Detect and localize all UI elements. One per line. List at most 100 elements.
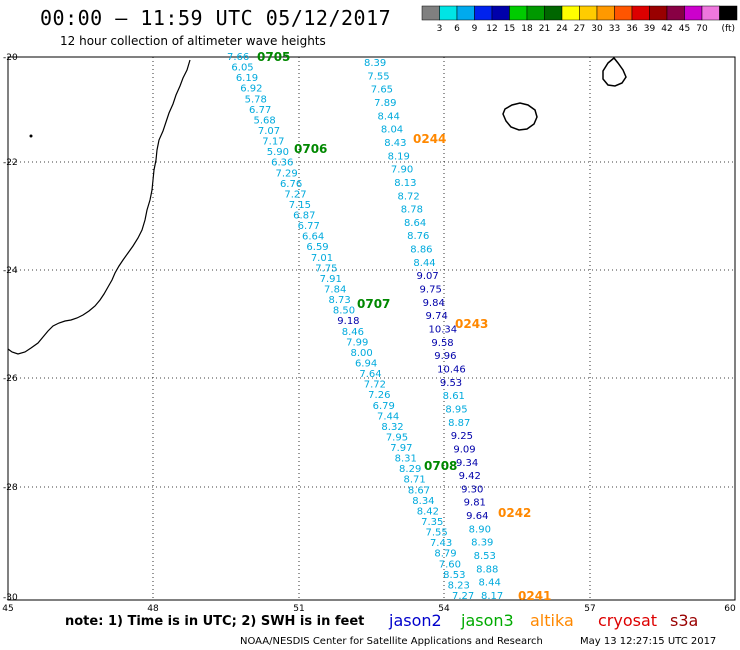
colorbar-tick-label: 36 [626,24,638,34]
wave-height-value: 7.65 [371,85,393,96]
wave-height-value: 5.68 [253,115,275,126]
wave-height-value: 7.07 [258,126,280,137]
wave-height-value: 6.76 [280,179,302,190]
wave-height-value: 7.29 [276,168,298,179]
wave-height-value: 7.90 [391,165,413,176]
colorbar-tick-label: 33 [609,24,620,34]
wave-height-value: 7.55 [426,528,448,539]
wave-height-value: 8.44 [413,258,435,269]
wave-height-value: 8.61 [443,391,465,402]
colorbar-swatch [544,5,563,21]
wave-height-value: 9.96 [434,351,456,362]
wave-height-value: 7.66 [227,52,249,63]
wave-height-value: 8.46 [342,327,364,338]
wave-height-value: 7.97 [390,443,412,454]
wave-height-value: 8.00 [351,348,373,359]
legend-entry-jason2: jason2 [388,611,442,630]
wave-height-value: 9.64 [466,511,488,522]
colorbar-tick-label: 21 [539,24,550,34]
legend-entry-s3a: s3a [670,611,698,630]
wave-height-value: 10.46 [437,364,466,375]
wave-height-value: 7.60 [439,559,461,570]
pass-time-label: 0705 [257,50,290,64]
colorbar-tick-label: 42 [661,24,672,34]
madagascar-coastline [7,59,191,355]
wave-height-value: 8.19 [388,151,410,162]
wave-height-value: 8.53 [443,570,465,581]
wave-height-value: 6.64 [302,232,324,243]
wave-height-value: 8.64 [404,218,426,229]
wave-height-value: 9.42 [459,471,481,482]
wave-height-value: 6.94 [355,358,377,369]
colorbar-swatch [631,5,650,21]
wave-height-value: 8.76 [407,231,429,242]
coastlines [7,56,627,355]
colorbar-swatch [439,5,458,21]
longitude-label: 48 [147,604,159,614]
wave-height-value: 8.39 [364,58,386,69]
colorbar-swatch [649,5,668,21]
generated-timestamp: May 13 12:27:15 UTC 2017 [580,636,716,647]
pass-time-label: 0706 [294,142,327,156]
colorbar-swatch [456,5,475,21]
colorbar-tick-label: 3 [437,24,443,34]
wave-height-value: 9.25 [451,431,473,442]
wave-height-value: 7.27 [452,591,474,602]
wave-height-value: 8.34 [412,496,434,507]
wave-height-value: 7.84 [324,285,346,296]
colorbar-swatch [614,5,633,21]
satellite-legend: jason2 jason3 altika cryosat s3a [388,611,698,630]
wave-height-value: 6.19 [236,73,258,84]
wave-height-value: 9.07 [417,271,439,282]
pass-time-label: 0708 [424,459,457,473]
reunion-island-outline [502,102,538,131]
colorbar-unit-label: (ft) [722,24,736,34]
wave-height-value: 7.91 [320,274,342,285]
legend-entry-altika: altika [530,611,574,630]
wave-height-value: 5.78 [245,94,267,105]
wave-height-value: 6.05 [231,63,253,74]
colorbar-tick-label: 9 [472,24,478,34]
colorbar-swatch [684,5,703,21]
wave-height-value: 8.86 [410,245,432,256]
wave-height-value: 7.72 [364,380,386,391]
legend-entry-jason3: jason3 [460,611,514,630]
pass-time-label: 0243 [455,317,488,331]
longitude-label: 57 [584,604,595,614]
latitude-label: -20 [3,53,18,63]
colorbar-tick-label: 15 [504,24,515,34]
longitude-label: 51 [293,604,304,614]
wave-height-value: 7.55 [367,71,389,82]
map-frame [7,56,736,601]
wave-height-value: 8.53 [474,551,496,562]
wave-height-value: 7.26 [368,390,390,401]
wave-height-value: 8.43 [384,138,406,149]
wave-height-value: 7.35 [421,517,443,528]
wave-height-value: 8.87 [448,418,470,429]
wave-height-value: 8.90 [469,524,491,535]
wave-height-value: 7.43 [430,538,452,549]
colorbar-swatch [579,5,598,21]
wave-height-value: 6.92 [240,84,262,95]
wave-height-value: 6.79 [373,401,395,412]
wave-height-value: 8.50 [333,306,355,317]
legend-entry-cryosat: cryosat [598,611,657,630]
wave-height-value: 8.17 [481,591,503,602]
wave-height-value: 8.04 [381,125,403,136]
wave-height-value: 6.59 [306,242,328,253]
longitude-label: 60 [724,604,736,614]
colorbar-swatch [596,5,615,21]
wave-height-value: 8.88 [476,564,498,575]
wave-height-value: 9.53 [440,378,462,389]
wave-height-value: 7.44 [377,411,399,422]
wave-height-value: 6.36 [271,158,293,169]
wave-height-value: 8.42 [417,506,439,517]
colorbar-swatch [719,5,738,21]
wave-height-value: 8.79 [434,549,456,560]
colorbar-swatch [509,5,528,21]
wave-height-value: 7.75 [315,263,337,274]
colorbar-swatch [526,5,545,21]
wave-height-value: 9.58 [431,338,453,349]
wave-height-value: 8.32 [381,422,403,433]
